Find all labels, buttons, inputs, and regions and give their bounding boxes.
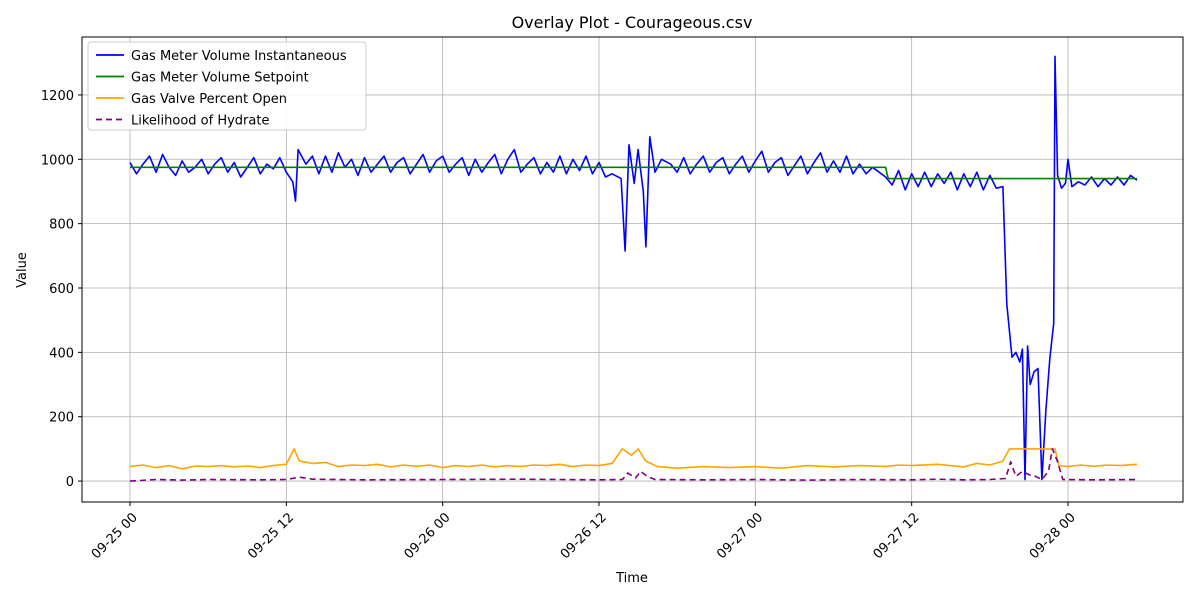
y-tick-label: 600 bbox=[49, 282, 74, 297]
plot-frame bbox=[81, 36, 1184, 503]
series-line-gas-meter-volume-instantaneous bbox=[129, 55, 1138, 481]
series-line-gas-meter-volume-setpoint bbox=[130, 166, 1137, 180]
legend-entry-label: Gas Meter Volume Setpoint bbox=[131, 71, 309, 86]
legend-entry-label: Gas Valve Percent Open bbox=[131, 92, 287, 107]
y-axis-ticks: 0 200 400 600 800 1000 1200 bbox=[41, 89, 82, 490]
x-axis-label: Time bbox=[615, 571, 648, 586]
legend: Gas Meter Volume Instantaneous Gas Meter … bbox=[87, 41, 367, 131]
y-tick-label: 400 bbox=[49, 346, 74, 361]
y-axis-label: Value bbox=[15, 252, 30, 288]
legend-box bbox=[87, 41, 367, 131]
grid bbox=[82, 37, 1183, 502]
y-tick-label: 1200 bbox=[41, 89, 74, 104]
y-tick-label: 800 bbox=[49, 218, 74, 233]
y-tick-label: 0 bbox=[66, 475, 74, 490]
legend-entry-label: Gas Meter Volume Instantaneous bbox=[131, 49, 347, 64]
y-tick-label: 200 bbox=[49, 411, 74, 426]
legend-entry-label: Likelihood of Hydrate bbox=[131, 114, 269, 129]
series-line-likelihood-of-hydrate bbox=[129, 448, 1138, 482]
chart-title: Overlay Plot - Courageous.csv bbox=[512, 13, 753, 32]
series-layer bbox=[129, 55, 1138, 482]
series-line-gas-valve-percent-open bbox=[129, 448, 1138, 470]
y-tick-label: 1000 bbox=[41, 153, 74, 168]
